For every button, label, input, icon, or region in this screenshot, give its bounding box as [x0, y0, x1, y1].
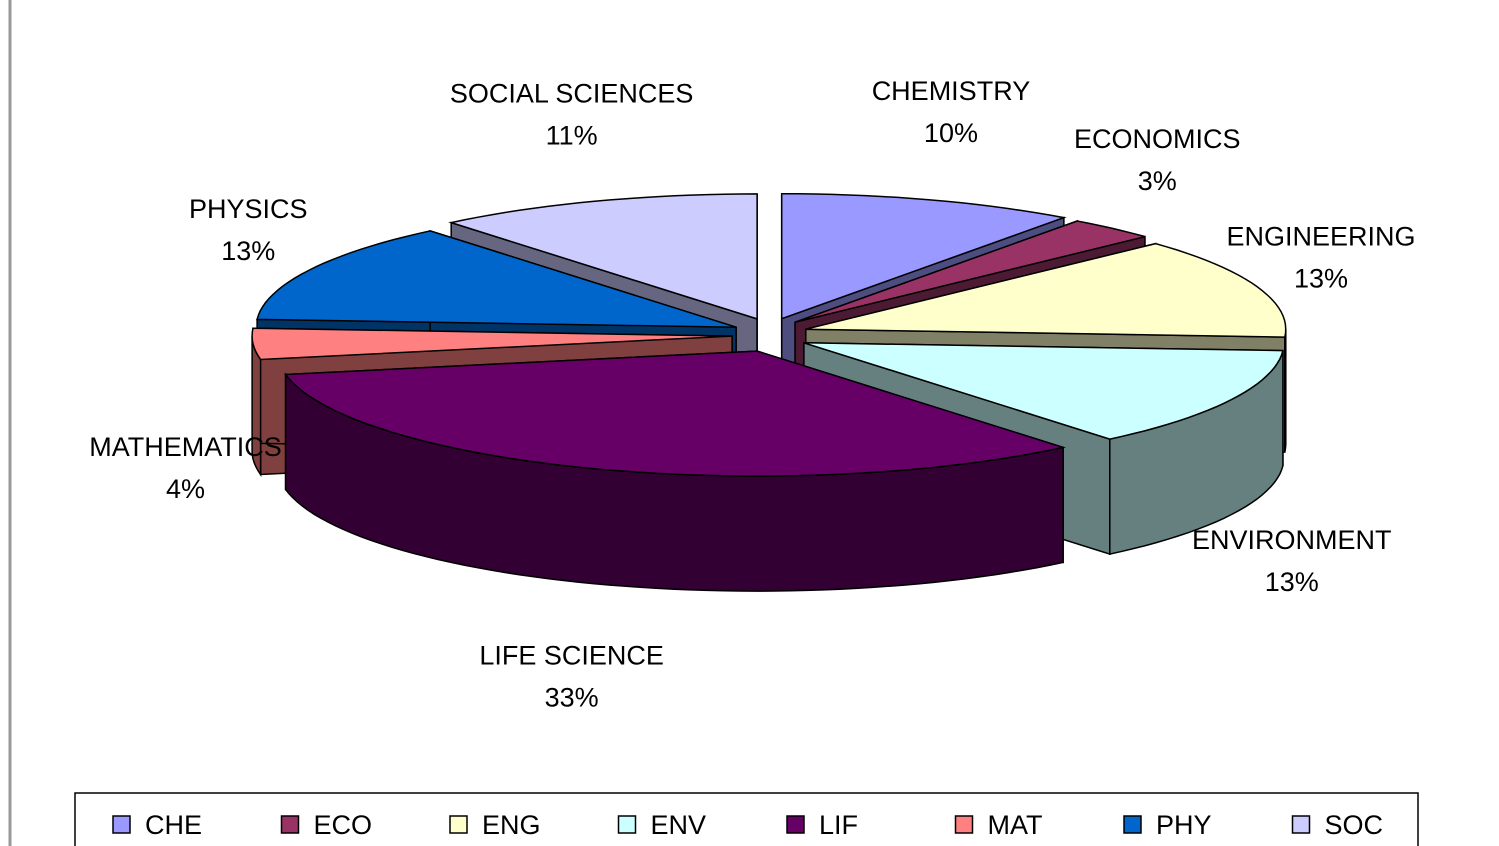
label-value: 13% [1294, 264, 1348, 294]
label-name: PHYSICS [189, 194, 308, 224]
legend-label: PHY [1156, 810, 1212, 840]
legend-swatch [1123, 815, 1142, 834]
legend-label: MAT [988, 810, 1043, 840]
legend-label: ENG [482, 810, 541, 840]
legend-swatch [1291, 815, 1311, 834]
data-label: LIFE SCIENCE 33% [479, 641, 664, 713]
legend-swatch [786, 815, 805, 834]
legend-label: ENV [651, 810, 707, 840]
label-value: 13% [1265, 567, 1319, 597]
label-name: CHEMISTRY [872, 76, 1031, 106]
slice [448, 193, 758, 320]
label-value: 13% [221, 236, 275, 266]
slice [780, 192, 1067, 320]
data-label: ENGINEERING 13% [1226, 222, 1415, 294]
label-name: MATHEMATICS [89, 432, 282, 462]
legend-box [74, 792, 1419, 846]
slice [803, 342, 1284, 440]
label-name: SOCIAL SCIENCES [450, 79, 694, 109]
label-name: ENVIRONMENT [1192, 525, 1392, 555]
data-label: SOCIAL SCIENCES 11% [450, 79, 694, 151]
slice [256, 230, 737, 328]
legend-swatch [449, 815, 468, 834]
legend-swatch [617, 815, 637, 834]
label-name: ECONOMICS [1074, 124, 1241, 154]
data-label: ECONOMICS 3% [1074, 124, 1241, 196]
legend-label: CHE [145, 810, 202, 840]
legend-swatch [280, 815, 300, 834]
label-value: 33% [545, 683, 599, 713]
label-name: LIFE SCIENCE [479, 641, 664, 671]
data-label: PHYSICS 13% [189, 194, 308, 266]
slice [794, 220, 1146, 323]
label-value: 3% [1138, 166, 1177, 196]
label-name: ENGINEERING [1226, 222, 1415, 252]
legend-swatch [112, 815, 131, 834]
legend-label: ECO [314, 810, 373, 840]
data-label: ENVIRONMENT 13% [1192, 525, 1392, 597]
legend-swatch [954, 815, 974, 834]
slice [805, 242, 1287, 338]
label-value: 11% [546, 121, 598, 151]
label-value: 10% [924, 118, 978, 148]
slice-wall [1284, 329, 1287, 453]
slice [251, 327, 733, 361]
label-value: 4% [166, 474, 205, 504]
data-label: MATHEMATICS 4% [89, 432, 282, 504]
legend-label: LIF [819, 810, 858, 840]
legend-label: SOC [1325, 810, 1384, 840]
slice [284, 350, 1067, 477]
data-label: CHEMISTRY 10% [872, 76, 1031, 148]
